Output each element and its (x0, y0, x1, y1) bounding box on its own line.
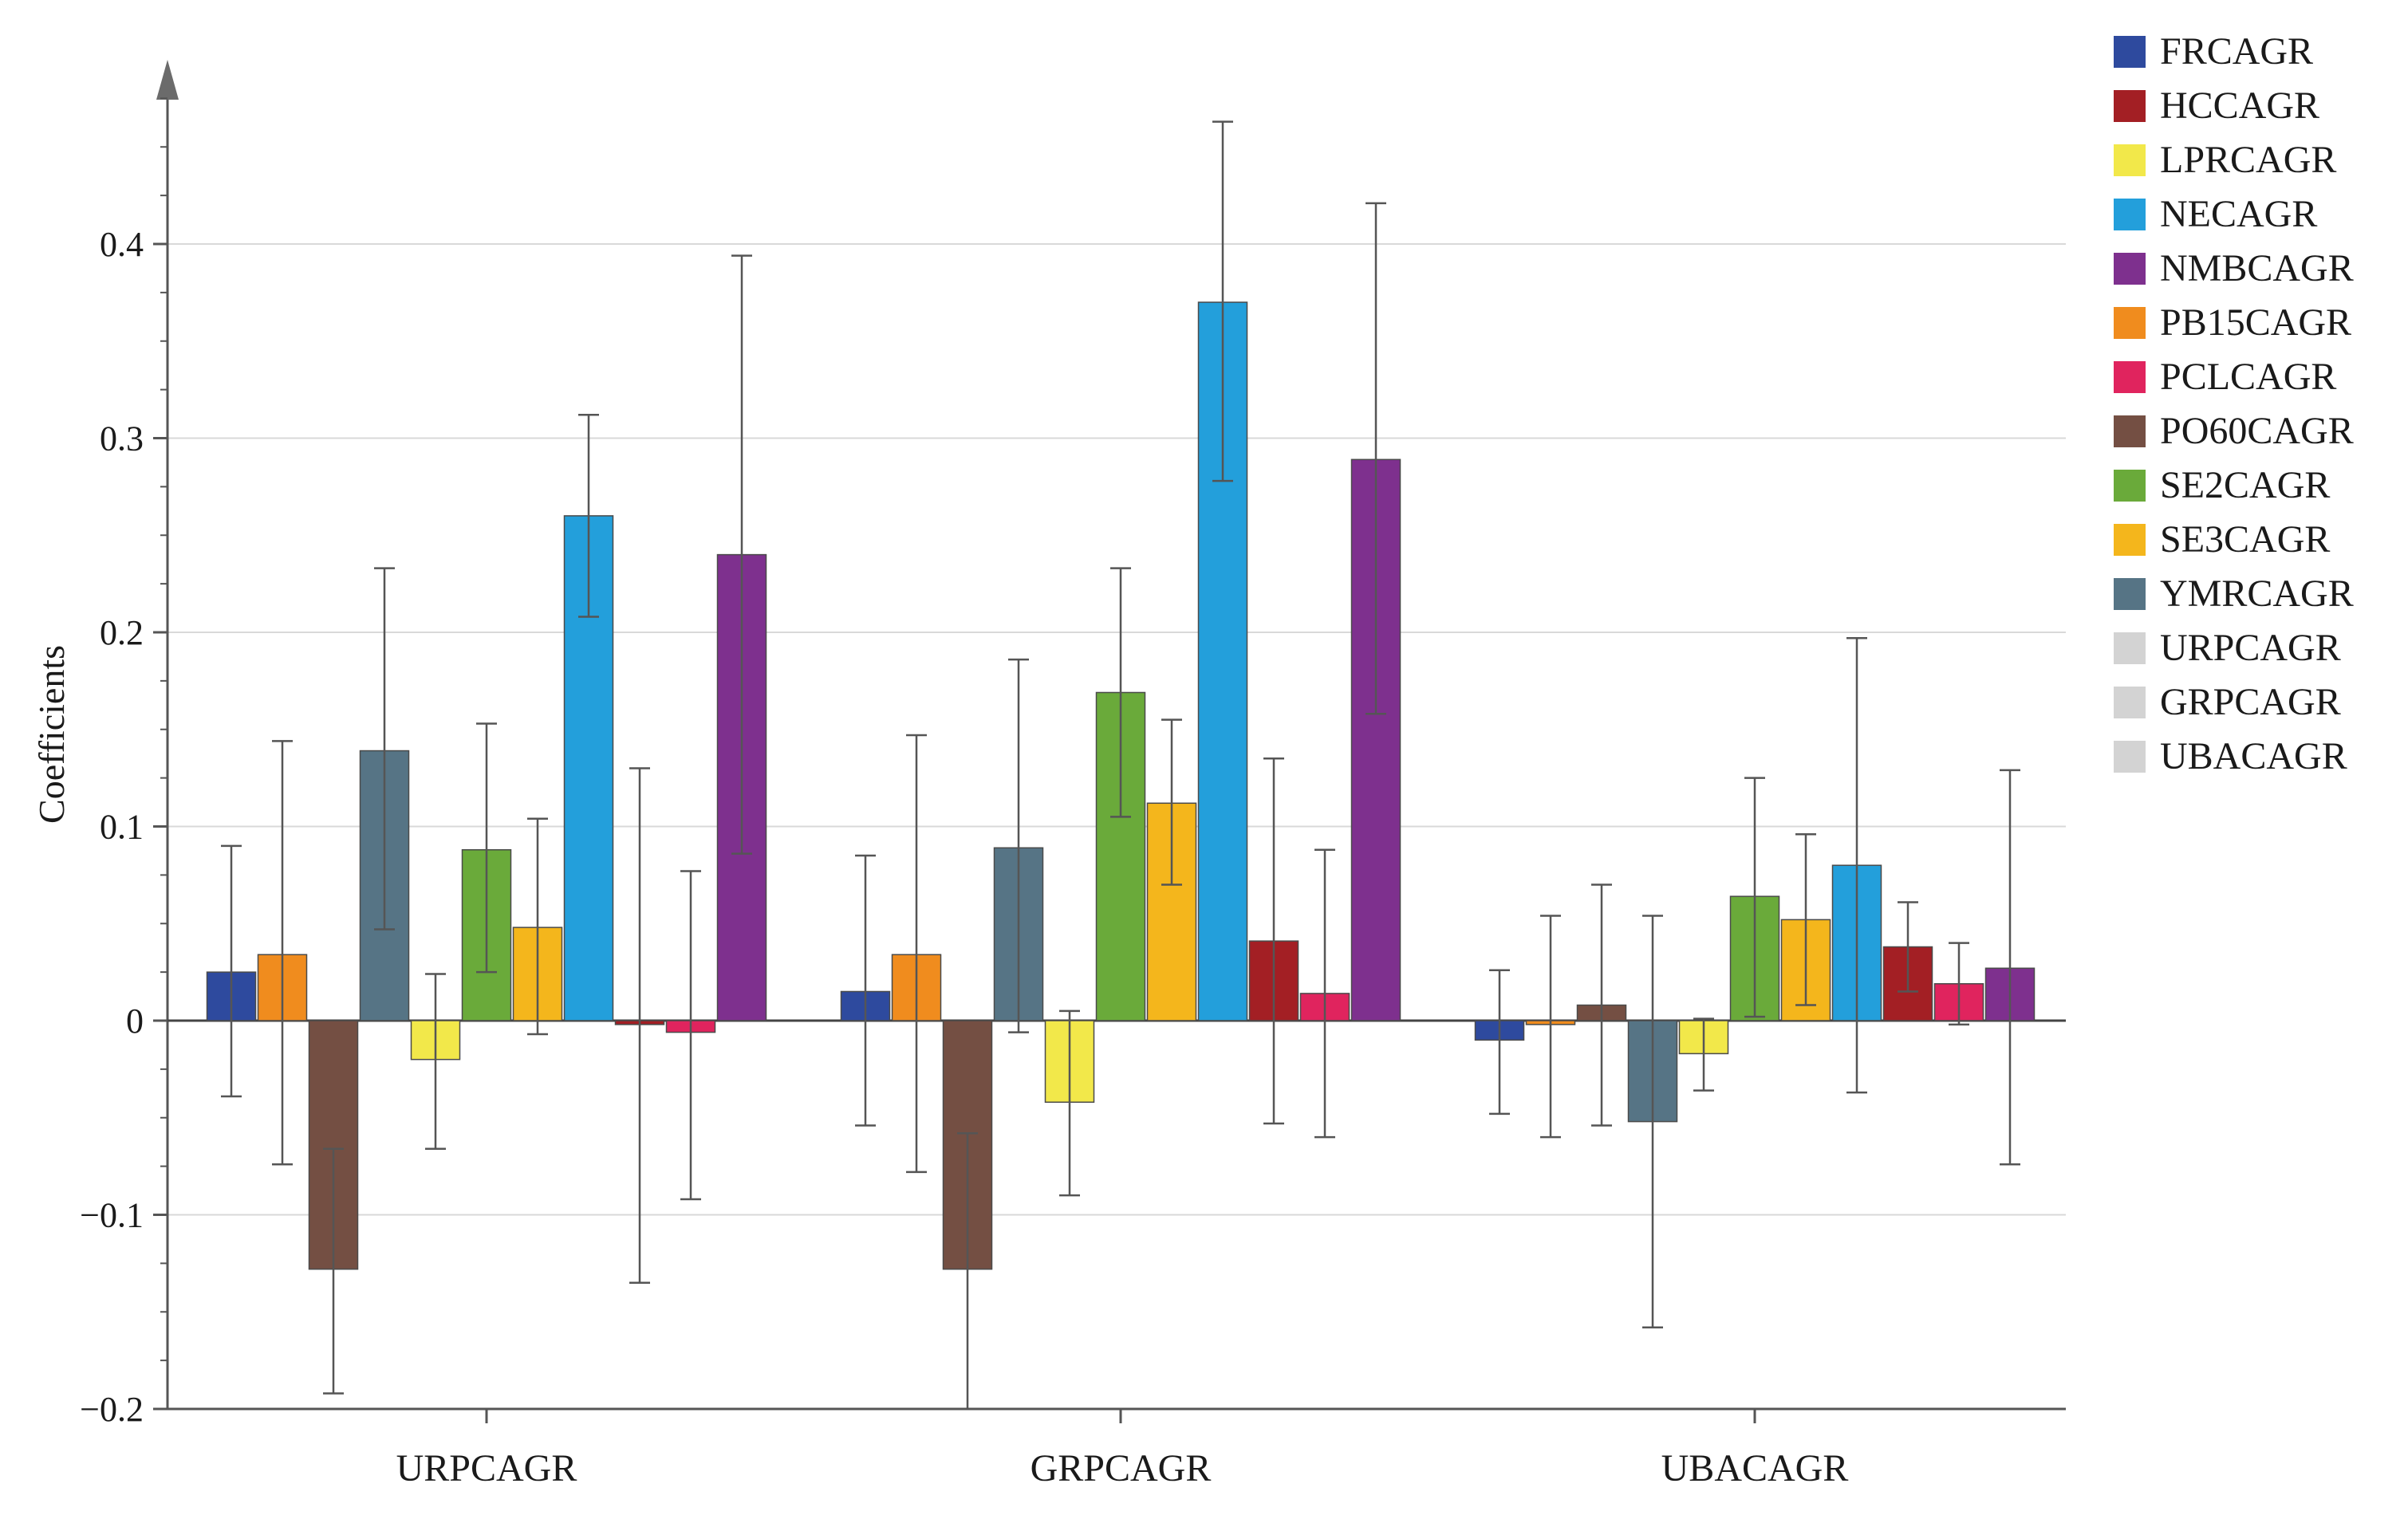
legend-label: HCCAGR (2160, 85, 2319, 127)
y-tick-label: −0.1 (80, 1196, 144, 1235)
legend-swatch-pb15cagr (2114, 307, 2146, 339)
legend-swatch-pclcagr (2114, 361, 2146, 393)
legend-label: NECAGR (2160, 193, 2317, 235)
y-tick-label: 0.2 (100, 613, 144, 652)
legend-swatch-nmbcagr (2114, 253, 2146, 285)
y-tick-label: 0.3 (100, 419, 144, 458)
legend-label: LPRCAGR (2160, 139, 2336, 181)
legend-swatch-urpcagr (2114, 632, 2146, 664)
legend-label: PB15CAGR (2160, 301, 2351, 344)
x-category-label: GRPCAGR (1031, 1447, 1212, 1489)
legend: FRCAGR HCCAGR LPRCAGR NECAGR NMBCAGR PB15CAGR… (2114, 30, 2354, 777)
legend-label: URPCAGR (2160, 627, 2341, 669)
legend-swatch-hccagr (2114, 90, 2146, 122)
legend-swatch-lprcagr (2114, 144, 2146, 176)
legend-label: NMBCAGR (2160, 247, 2354, 289)
legend-label: PO60CAGR (2160, 410, 2354, 452)
legend-swatch-necagr (2114, 199, 2146, 230)
legend-label: UBACAGR (2160, 735, 2347, 777)
legend-label: YMRCAGR (2160, 573, 2354, 615)
gridlines (167, 243, 2066, 1216)
y-axis-arrow-icon (156, 60, 179, 100)
legend-swatch-ubacagr (2114, 741, 2146, 773)
legend-swatch-frcagr (2114, 36, 2146, 68)
y-tick-label: 0 (126, 1001, 144, 1041)
legend-swatch-se2cagr (2114, 470, 2146, 502)
legend-label: FRCAGR (2160, 30, 2313, 73)
y-tick-label: 0.4 (100, 225, 144, 264)
y-tick-label: −0.2 (80, 1390, 144, 1429)
x-category-label: URPCAGR (396, 1447, 577, 1489)
legend-swatch-se3cagr (2114, 524, 2146, 556)
legend-label: SE2CAGR (2160, 464, 2330, 506)
legend-label: SE3CAGR (2160, 518, 2330, 561)
x-ticks: URPCAGR GRPCAGR UBACAGR (396, 1409, 1849, 1489)
legend-swatch-grpcagr (2114, 687, 2146, 718)
y-axis-title: Coefficients (31, 645, 72, 824)
legend-label: PCLCAGR (2160, 356, 2336, 398)
y-ticks: −0.2 −0.1 0 0.1 0.2 0.3 0.4 (80, 97, 167, 1429)
legend-label: GRPCAGR (2160, 681, 2341, 723)
x-category-label: UBACAGR (1661, 1447, 1849, 1489)
legend-swatch-po60cagr (2114, 415, 2146, 447)
legend-swatch-ymrcagr (2114, 578, 2146, 610)
y-tick-label: 0.1 (100, 808, 144, 847)
error-bars (221, 120, 2020, 1411)
